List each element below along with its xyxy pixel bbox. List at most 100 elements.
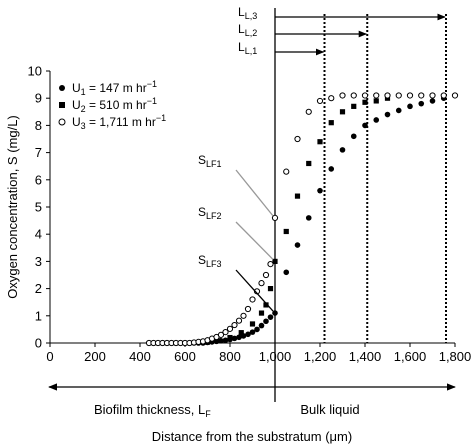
x-tick-label: 1,600 <box>394 349 427 364</box>
y-tick-label: 1 <box>35 308 42 323</box>
data-point-u1 <box>272 310 278 316</box>
legend-label-u2: U2 = 510 m hr−1 <box>72 96 157 114</box>
data-point-u2 <box>328 120 334 126</box>
data-point-u2 <box>351 103 357 109</box>
legend: U1 = 147 m hr−1U2 = 510 m hr−1U3 = 1,711… <box>58 79 166 131</box>
data-point-u1 <box>362 122 368 129</box>
y-tick-label: 8 <box>35 118 42 133</box>
data-point-u2 <box>272 258 278 264</box>
data-point-u3 <box>222 329 229 336</box>
y-tick-label: 2 <box>35 281 42 296</box>
data-point-u2 <box>317 139 323 145</box>
y-tick-label: 6 <box>35 172 42 187</box>
data-point-u2 <box>216 338 222 344</box>
label-LL1: LL,1 <box>238 40 257 56</box>
data-point-u2 <box>339 109 346 115</box>
data-point-u1 <box>350 133 357 140</box>
legend-label-u3: U3 = 1,711 m hr−1 <box>72 113 166 131</box>
data-point-u1 <box>317 187 323 194</box>
data-point-u3 <box>283 168 290 175</box>
legend-marker-u1 <box>59 85 65 91</box>
data-point-u2 <box>373 98 379 104</box>
data-point-u2 <box>249 321 256 327</box>
y-tick-label: 10 <box>28 64 42 79</box>
data-point-u1 <box>395 107 402 114</box>
y-tick-label: 7 <box>35 145 42 160</box>
data-point-u1 <box>429 98 436 104</box>
annotations: SLF1 SLF2 SLF3 LL,1 LL,2LL,3 <box>198 5 446 312</box>
x-tick-label: 0 <box>46 349 53 364</box>
data-point-u1 <box>249 329 256 335</box>
label-LL3: LL,3 <box>238 5 257 21</box>
data-point-u2 <box>306 160 312 167</box>
legend-label-u1: U1 = 147 m hr−1 <box>72 79 157 97</box>
data-point-u3 <box>271 214 279 221</box>
data-point-u1 <box>254 326 260 333</box>
y-tick-label: 4 <box>35 227 42 242</box>
data-point-u3 <box>226 325 234 332</box>
data-point-u2 <box>267 286 274 292</box>
data-point-u3 <box>384 92 391 99</box>
data-point-u3 <box>350 92 357 99</box>
data-point-u3 <box>451 92 459 99</box>
x-tick-label: 200 <box>84 349 106 364</box>
data-point-u1 <box>339 147 346 153</box>
data-point-u1 <box>373 117 380 123</box>
data-point-u3 <box>267 261 274 268</box>
data-point-u3 <box>249 296 256 303</box>
data-point-u1 <box>294 242 301 248</box>
x-tick-label: 1,200 <box>304 349 337 364</box>
legend-marker-u2 <box>59 102 65 108</box>
data-point-u3 <box>240 312 247 319</box>
data-point-u1 <box>305 215 312 221</box>
data-point-u3 <box>294 135 301 143</box>
data-point-u3 <box>258 280 265 287</box>
data-point-u3 <box>231 321 238 329</box>
data-point-u1 <box>263 318 269 325</box>
data-point-u3 <box>418 92 425 99</box>
x-tick-label: 1,800 <box>439 349 472 364</box>
region-biofilm-label: Biofilm thickness, LF <box>94 402 211 419</box>
data-point-u3 <box>244 305 252 313</box>
data-point-u2 <box>362 99 368 105</box>
x-axis-title: Distance from the substratum (μm) <box>152 429 352 444</box>
data-point-u2 <box>227 334 233 341</box>
legend-marker-u3 <box>58 118 66 126</box>
reference-lines <box>274 8 447 402</box>
data-point-u1 <box>222 337 229 344</box>
data-point-u2 <box>258 310 265 316</box>
x-tick-label: 1,400 <box>349 349 382 364</box>
data-point-u1 <box>328 166 335 172</box>
x-tick-label: 400 <box>129 349 151 364</box>
data-point-u3 <box>440 92 447 99</box>
data-point-u3 <box>373 92 380 99</box>
data-point-u3 <box>305 108 312 115</box>
y-axis-title: Oxygen concentration, S (mg/L) <box>5 115 20 299</box>
leader-SLF1 <box>235 169 274 217</box>
region-labels: Biofilm thickness, LF Bulk liquid <box>48 383 456 419</box>
y-tick-label: 9 <box>35 91 42 106</box>
data-point-u1 <box>384 111 391 118</box>
series-1 <box>150 95 447 346</box>
data-point-u3 <box>316 97 324 105</box>
annotation-SLF2: SLF2 <box>198 205 222 221</box>
data-point-u3 <box>406 92 414 99</box>
data-point-u3 <box>235 317 243 324</box>
series-2 <box>204 95 391 345</box>
data-point-u3 <box>361 92 369 99</box>
annotation-SLF3: SLF3 <box>198 253 222 269</box>
region-bulk-label: Bulk liquid <box>300 402 359 417</box>
leader-SLF2 <box>235 221 274 260</box>
data-point-u1 <box>418 100 425 107</box>
data-point-u3 <box>262 271 270 279</box>
y-tick-label: 3 <box>35 254 42 269</box>
data-point-u2 <box>263 302 269 308</box>
data-point-u1 <box>258 322 265 329</box>
data-point-u3 <box>339 92 346 99</box>
annotation-SLF1: SLF1 <box>198 153 222 169</box>
data-point-u3 <box>395 92 402 99</box>
leader-SLF3 <box>235 269 274 312</box>
data-points <box>145 92 459 347</box>
